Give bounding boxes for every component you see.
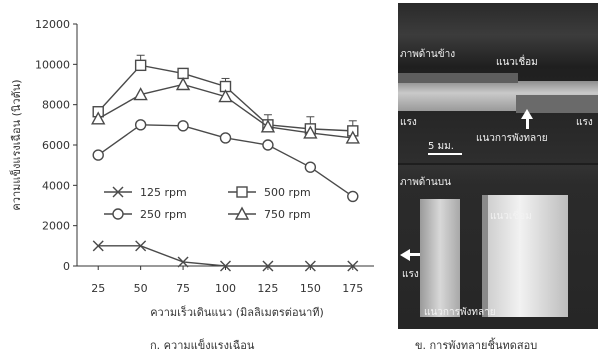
y-tick-label: 0 [63,260,70,273]
x-axis-label: ความเร็วเดินแนว (มิลลิเมตรต่อนาที) [150,305,324,319]
side-crack-label: แนวการพังทลาย [476,133,548,144]
error-bars [136,54,357,131]
side-weld-label: แนวเชื่อม [496,57,538,68]
data-point [135,240,147,252]
scale-label: 5 มม. [428,141,454,152]
legend-label: 125 rpm [140,186,187,199]
weld-seam [482,195,488,317]
side-view-label: ภาพด้านข้าง [400,49,456,60]
data-point [219,132,232,144]
legend-entry: 250 rpm [104,208,187,221]
chart-axes [76,24,374,267]
side-right-force-label: แรง [576,117,593,128]
data-point [260,119,276,133]
top-weld-label: แนวเชื่อม [490,211,532,222]
fracture-photo: ภาพด้านข้าง แนวเชื่อม แรง แรง แนวการพังท… [398,3,598,329]
data-point [262,139,274,151]
legend-marker [112,208,124,220]
data-point [177,120,189,132]
data-point [345,130,360,144]
top-view-label: ภาพด้านบน [400,177,451,188]
left-sheet [420,199,460,317]
scale-bar [428,153,462,155]
data-point [91,111,106,125]
top-view-panel: ภาพด้านบน แนวเชื่อม แรง แนวการพังทลาย [398,165,598,329]
data-point [92,149,104,161]
legend-entry: 500 rpm [228,186,311,199]
lower-sheet [516,95,598,113]
legend-entry: 125 rpm [104,186,187,199]
legend-marker [236,186,248,198]
caption-shear-strength: ก. ความแข็งแรงเฉือน [150,339,255,352]
chart-legend: 125 rpm 500 rpm 250 rpm 750 rpm [104,186,311,221]
y-tick-label: 6000 [42,139,70,152]
data-point [134,59,147,72]
data-point [304,161,317,173]
series-125-rpm [92,240,359,272]
caption-fracture-test: ข. การพังทลายชิ้นทดสอบ [415,339,538,352]
side-view-panel: ภาพด้านข้าง แนวเชื่อม แรง แรง แนวการพังท… [398,3,598,163]
chart-ticks: 0 2000 4000 6000 8000 10000 12000 25 50 75 100 125 1… [35,18,363,295]
y-tick-label: 4000 [42,179,70,192]
data-point [347,260,359,272]
legend-label: 250 rpm [140,208,187,221]
y-tick-label: 8000 [42,99,70,112]
y-tick-label: 2000 [42,220,70,233]
x-tick-label: 100 [215,282,236,295]
data-point [177,67,189,80]
shear-strength-chart: 0 2000 4000 6000 8000 10000 12000 25 50 75 100 125 1… [9,18,374,319]
top-left-force-label: แรง [402,269,419,280]
series-line [98,245,353,267]
data-point [303,125,318,139]
data-point [304,260,316,272]
arrow-stem [526,119,529,129]
data-point [177,256,189,268]
arrow-stem [410,253,420,256]
x-tick-label: 150 [300,282,321,295]
legend-label: 750 rpm [264,208,311,221]
x-tick-label: 75 [176,282,190,295]
top-crack-label: แนวการพังทลาย [424,307,496,318]
side-left-force-label: แรง [400,117,417,128]
legend-entry: 750 rpm [228,206,311,221]
x-tick-label: 50 [134,282,148,295]
upper-sheet [398,73,518,83]
y-tick-label: 12000 [35,18,70,31]
legend-marker [112,186,124,198]
right-sheet [488,195,568,317]
data-point [134,119,147,131]
y-tick-label: 10000 [35,58,70,71]
data-point [220,260,231,272]
data-point [347,190,359,203]
legend-label: 500 rpm [264,186,311,199]
data-point [133,87,148,101]
data-point [262,260,274,272]
x-tick-label: 125 [257,282,278,295]
series-250-rpm [92,119,359,203]
data-point [218,89,233,103]
data-point [175,77,191,91]
y-axis-label: ความแข็งแรงเฉือน (นิวตัน) [9,79,23,210]
legend-marker [234,206,250,220]
arrow-up-icon [521,109,533,119]
series-750-rpm [91,77,360,144]
data-point [92,240,104,252]
x-tick-label: 25 [91,282,105,295]
x-tick-label: 175 [342,282,363,295]
arrow-left-icon [400,249,410,261]
chart-series [91,54,360,272]
